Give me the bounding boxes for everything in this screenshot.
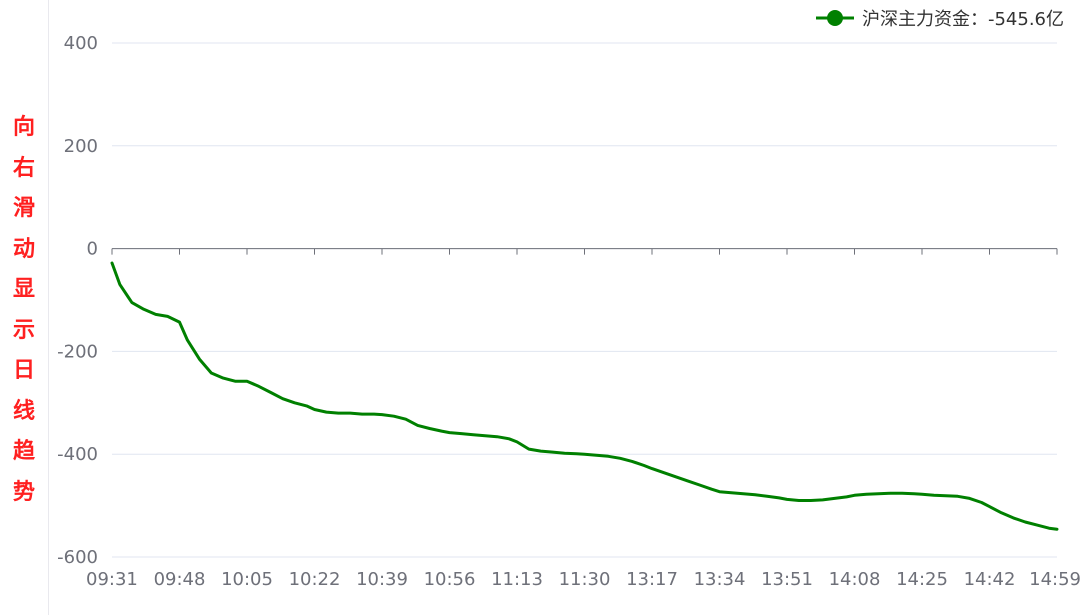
y-tick-label: 200 bbox=[64, 136, 98, 157]
x-tick-label: 13:34 bbox=[694, 569, 746, 590]
y-tick-label: -600 bbox=[57, 547, 98, 568]
x-tick-label: 11:13 bbox=[491, 569, 543, 590]
x-tick-label: 09:48 bbox=[154, 569, 206, 590]
swipe-hint-char: 示 bbox=[12, 317, 35, 343]
swipe-hint-char: 右 bbox=[12, 155, 35, 181]
x-tick-label: 14:59 bbox=[1029, 569, 1080, 590]
series-line-main-funds[interactable] bbox=[110, 261, 1059, 531]
x-tick-label: 13:17 bbox=[626, 569, 678, 590]
swipe-hint-char: 日 bbox=[12, 358, 35, 383]
y-tick-label: -200 bbox=[57, 341, 98, 362]
swipe-hint-char: 线 bbox=[12, 398, 35, 424]
swipe-hint-char: 势 bbox=[12, 479, 35, 505]
side-panel: 向右滑动显示日线趋势 bbox=[0, 0, 49, 615]
x-axis-tick-labels: 09:31 09:48 10:05 10:22 10:39 10:56 11:13 11:30… bbox=[86, 569, 1080, 590]
swipe-hint-char: 向 bbox=[12, 115, 35, 140]
x-tick-label: 10:56 bbox=[424, 569, 476, 590]
y-tick-label: 0 bbox=[87, 239, 98, 260]
x-tick-label: 13:51 bbox=[761, 569, 813, 590]
x-tick-label: 10:39 bbox=[356, 569, 408, 590]
x-tick-label: 10:22 bbox=[289, 569, 341, 590]
series-layer bbox=[110, 261, 1059, 531]
swipe-hint-char: 动 bbox=[12, 236, 35, 262]
swipe-hint: 向右滑动显示日线趋势 bbox=[0, 108, 48, 513]
x-tick-label: 10:05 bbox=[221, 569, 273, 590]
x-axis bbox=[111, 248, 1058, 255]
swipe-hint-char: 趋 bbox=[12, 439, 35, 464]
swipe-hint-char: 显 bbox=[12, 277, 35, 302]
grid-lines bbox=[112, 42, 1057, 558]
y-tick-label: 400 bbox=[64, 33, 98, 54]
x-tick-label: 14:25 bbox=[896, 569, 948, 590]
legend-label: 沪深主力资金：-545.6亿 bbox=[861, 9, 1064, 30]
legend[interactable]: 沪深主力资金：-545.6亿 bbox=[814, 4, 1064, 32]
legend-line-marker-icon bbox=[815, 10, 854, 26]
y-tick-label: -400 bbox=[57, 444, 98, 465]
x-tick-label: 11:30 bbox=[559, 569, 611, 590]
x-tick-label: 09:31 bbox=[86, 569, 138, 590]
x-tick-label: 14:08 bbox=[829, 569, 881, 590]
x-tick-label: 14:42 bbox=[964, 569, 1016, 590]
y-axis-tick-labels: 400 200 0 -200 -400 -600 bbox=[57, 33, 98, 568]
swipe-hint-char: 滑 bbox=[12, 196, 35, 221]
